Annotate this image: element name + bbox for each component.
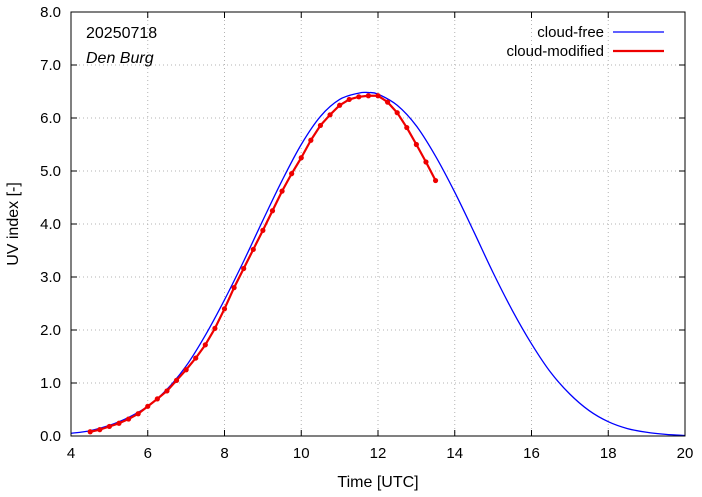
series-line-cloud-modified [89, 94, 437, 433]
x-tick-label: 10 [293, 445, 310, 462]
data-point-cloud-modified [394, 110, 400, 116]
data-point-cloud-modified [87, 429, 93, 435]
data-point-cloud-modified [154, 396, 160, 402]
grid [71, 12, 685, 436]
data-point-cloud-modified [279, 188, 285, 194]
y-tick-label: 6.0 [40, 110, 61, 127]
data-point-cloud-modified [384, 99, 391, 105]
y-tick-label: 4.0 [40, 216, 61, 233]
data-point-cloud-modified [308, 137, 314, 143]
data-point-cloud-modified [346, 96, 352, 103]
data-point-cloud-modified [125, 416, 132, 422]
data-point-cloud-modified [212, 325, 218, 332]
data-point-cloud-modified [423, 159, 429, 165]
legend-label-cloud-modified: cloud-modified [506, 43, 604, 60]
y-tick-label: 5.0 [40, 163, 61, 180]
legend-label-cloud-free: cloud-free [537, 24, 604, 41]
data-point-cloud-modified [327, 112, 333, 118]
legend: cloud-free cloud-modified [506, 24, 664, 60]
data-point-cloud-modified [116, 420, 122, 426]
data-point-cloud-modified [375, 93, 381, 99]
series-line-cloud-free [70, 91, 686, 437]
data-point-cloud-modified [260, 227, 266, 233]
y-axis-label: UV index [-] [5, 182, 22, 266]
data-point-cloud-modified [173, 377, 180, 383]
data-point-cloud-modified [241, 265, 247, 272]
y-tick-label: 2.0 [40, 322, 61, 339]
data-point-cloud-modified [202, 342, 208, 348]
y-tick-label: 3.0 [40, 269, 61, 286]
y-tick-label: 8.0 [40, 4, 61, 21]
ticks: 4 6 8 10 12 14 16 18 20 0.0 1.0 2.0 3.0 4.0 5.0 6.0 7.0 8… [40, 4, 693, 462]
x-tick-label: 14 [446, 445, 463, 462]
data-point-cloud-modified [317, 122, 324, 129]
data-point-cloud-modified [432, 177, 439, 184]
data-point-cloud-modified [145, 403, 151, 409]
data-point-cloud-modified [183, 367, 189, 373]
x-tick-label: 16 [523, 445, 540, 462]
data-point-cloud-modified [413, 141, 419, 148]
x-tick-label: 12 [370, 445, 387, 462]
data-point-cloud-modified [365, 93, 372, 99]
data-point-cloud-modified [97, 427, 103, 433]
data-point-cloud-modified [250, 246, 256, 253]
y-tick-label: 7.0 [40, 57, 61, 74]
data-point-cloud-modified [356, 94, 362, 100]
data-point-cloud-modified [231, 285, 237, 291]
y-tick-label: 1.0 [40, 375, 61, 392]
x-tick-label: 18 [600, 445, 617, 462]
data-point-cloud-modified [298, 155, 304, 161]
x-tick-label: 20 [677, 445, 694, 462]
x-tick-label: 8 [220, 445, 228, 462]
data-point-cloud-modified [337, 102, 343, 108]
x-tick-label: 4 [67, 445, 75, 462]
series-layer [70, 91, 686, 437]
y-tick-label: 0.0 [40, 428, 61, 445]
data-point-cloud-modified [269, 208, 276, 214]
date-annotation: 20250718 [86, 25, 157, 42]
data-point-cloud-modified [404, 124, 410, 131]
data-point-cloud-modified [106, 423, 112, 430]
x-tick-label: 6 [144, 445, 152, 462]
data-point-cloud-modified [164, 388, 170, 394]
data-point-cloud-modified [221, 306, 228, 312]
data-point-cloud-modified [135, 411, 141, 417]
data-point-cloud-modified [193, 355, 199, 361]
x-axis-label: Time [UTC] [337, 474, 418, 491]
location-annotation: Den Burg [86, 50, 154, 67]
data-point-cloud-modified [289, 171, 295, 177]
